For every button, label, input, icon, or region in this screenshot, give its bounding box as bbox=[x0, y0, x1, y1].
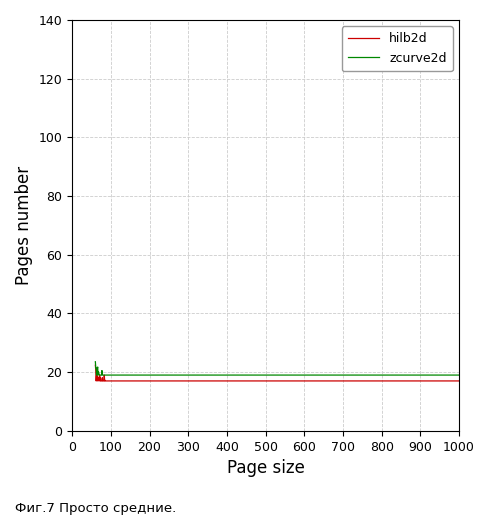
hilb2d bbox=[235, 378, 241, 384]
zcurve2d bbox=[250, 372, 256, 378]
zcurve2d bbox=[386, 372, 392, 378]
zcurve2d bbox=[304, 372, 310, 378]
Y-axis label: Pages number: Pages number bbox=[15, 166, 33, 285]
X-axis label: Page size: Page size bbox=[227, 459, 305, 477]
zcurve2d bbox=[302, 372, 308, 378]
zcurve2d bbox=[431, 372, 437, 378]
Line: zcurve2d: zcurve2d bbox=[96, 362, 459, 375]
zcurve2d bbox=[93, 358, 98, 365]
hilb2d bbox=[93, 378, 99, 384]
hilb2d bbox=[431, 378, 437, 384]
hilb2d bbox=[456, 378, 462, 384]
hilb2d bbox=[93, 362, 98, 368]
Text: Фиг.7 Просто средние.: Фиг.7 Просто средние. bbox=[15, 502, 176, 515]
hilb2d bbox=[386, 378, 392, 384]
hilb2d bbox=[304, 378, 310, 384]
hilb2d bbox=[302, 378, 308, 384]
Legend: hilb2d, zcurve2d: hilb2d, zcurve2d bbox=[342, 26, 453, 71]
hilb2d bbox=[250, 378, 256, 384]
Line: hilb2d: hilb2d bbox=[96, 365, 459, 381]
zcurve2d bbox=[456, 372, 462, 378]
zcurve2d bbox=[94, 372, 99, 378]
zcurve2d bbox=[235, 372, 241, 378]
